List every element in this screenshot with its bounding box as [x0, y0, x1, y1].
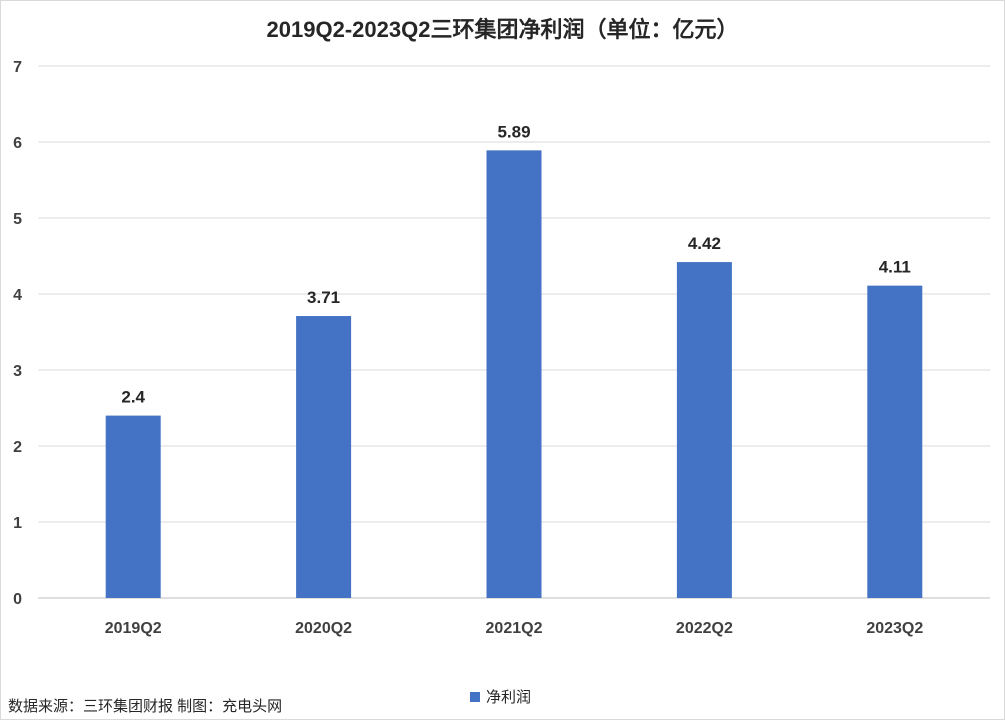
x-tick-label: 2023Q2 — [866, 620, 923, 637]
data-label: 4.11 — [879, 258, 911, 277]
data-label: 4.42 — [688, 234, 721, 253]
bar — [867, 285, 923, 598]
source-note: 数据来源：三环集团财报 制图：充电头网 — [8, 698, 283, 715]
bar — [676, 262, 732, 598]
bar — [296, 316, 352, 598]
legend: 净利润 — [470, 686, 531, 707]
data-label: 3.71 — [307, 288, 340, 307]
legend-label: 净利润 — [486, 689, 532, 706]
y-tick-label: 0 — [13, 591, 22, 608]
y-tick-label: 7 — [13, 59, 22, 76]
data-label: 2.4 — [121, 388, 145, 407]
bar — [486, 150, 542, 599]
y-tick-label: 4 — [13, 287, 22, 304]
y-tick-label: 5 — [13, 211, 22, 228]
x-tick-label: 2022Q2 — [676, 620, 733, 637]
y-tick-label: 6 — [13, 135, 22, 152]
x-tick-label: 2020Q2 — [295, 620, 352, 637]
bar — [105, 415, 161, 598]
legend-swatch — [470, 691, 480, 702]
chart-title: 2019Q2-2023Q2三环集团净利润（单位：亿元） — [266, 17, 739, 42]
y-tick-label: 1 — [13, 515, 22, 532]
x-tick-label: 2021Q2 — [486, 620, 543, 637]
y-tick-label: 3 — [13, 363, 22, 380]
y-tick-label: 2 — [13, 439, 22, 456]
data-label: 5.89 — [497, 122, 530, 141]
x-tick-label: 2019Q2 — [105, 620, 162, 637]
